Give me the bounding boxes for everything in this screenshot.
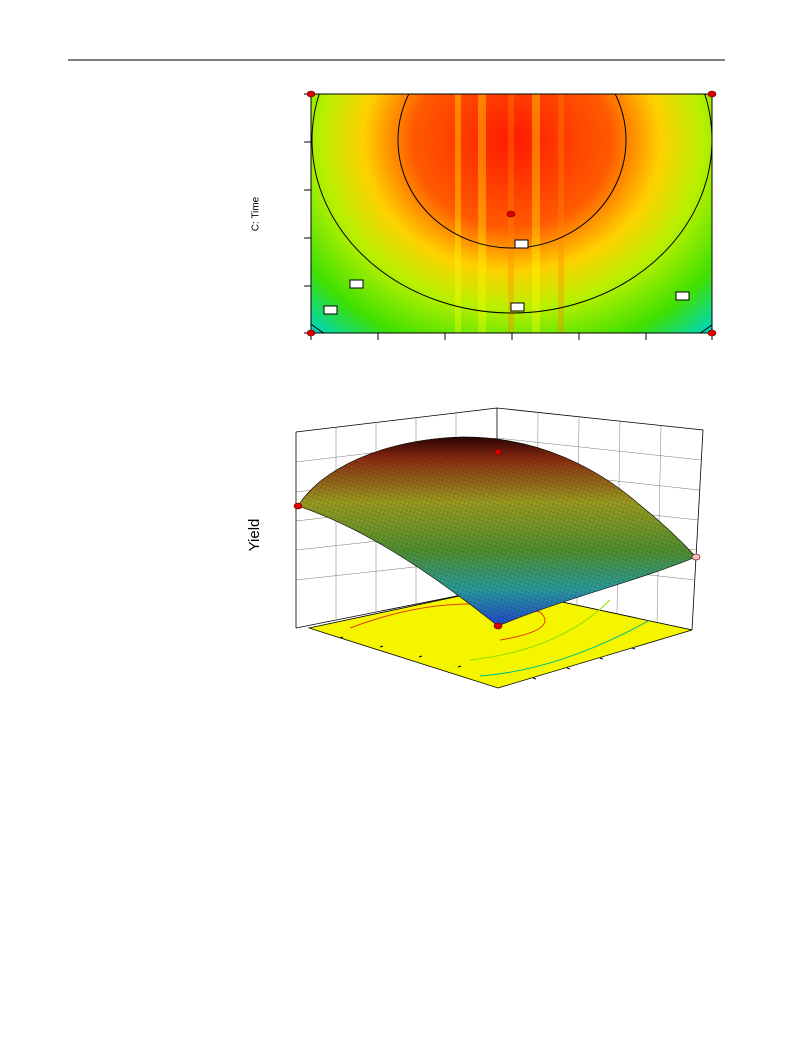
- contour-plot: C: Time: [251, 90, 717, 340]
- contour-lines: [311, 94, 712, 333]
- surface-plot: Yield: [246, 407, 704, 689]
- contour-labels: [323, 239, 690, 315]
- floor-ticks: [339, 636, 636, 680]
- z-axis-label: Yield: [246, 519, 263, 552]
- design-points: [306, 90, 717, 337]
- axis-ticks: [304, 93, 713, 340]
- surface-points: [293, 448, 701, 630]
- y-axis-label: C: Time: [251, 196, 262, 231]
- surface-mesh: [298, 436, 696, 626]
